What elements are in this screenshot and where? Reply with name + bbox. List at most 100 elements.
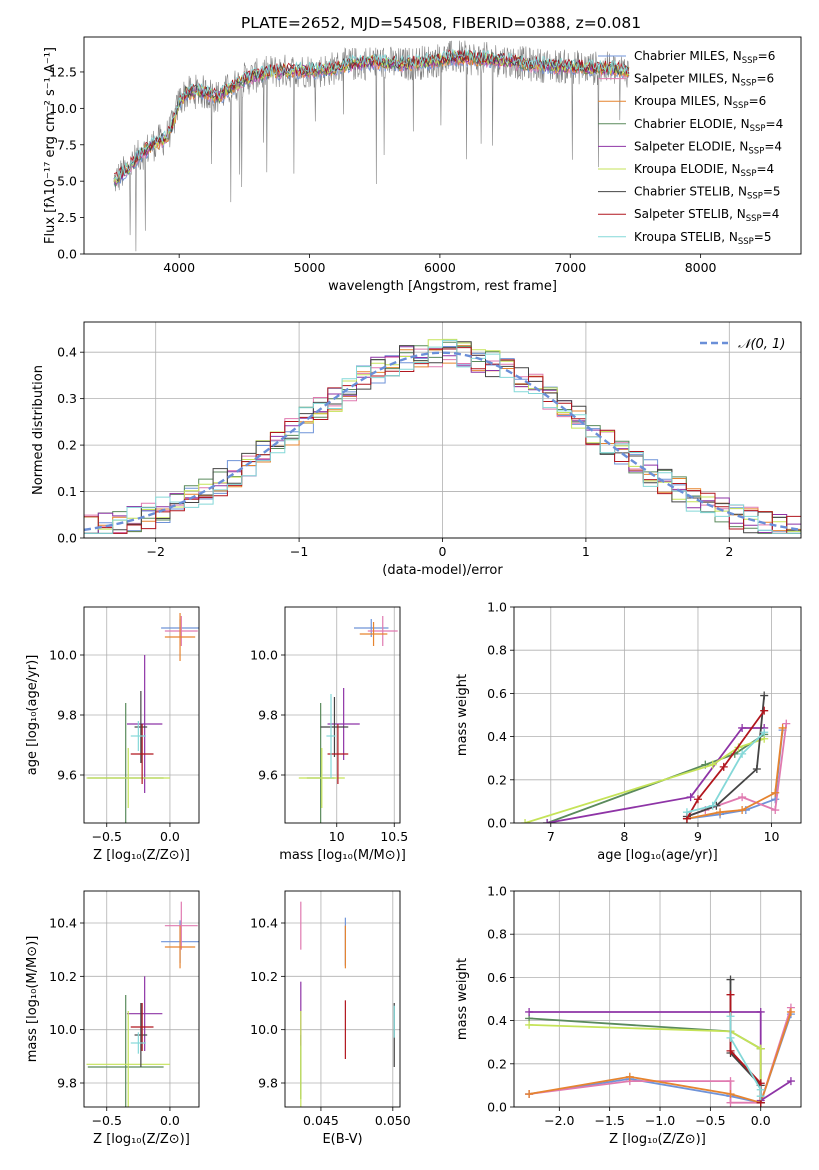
weight-marker (778, 723, 787, 732)
weight-series-kroupa-stelib (726, 1012, 765, 1101)
errorbar-kroupa-miles (164, 925, 196, 969)
y-tick-label: 7.5 (57, 137, 77, 152)
errorbar-salpeter-miles (164, 901, 198, 950)
y-axis-label: mass weight (455, 674, 470, 756)
y-axis-label: age [log₁₀(age/yr)] (25, 655, 40, 776)
x-tick-label: −2.0 (544, 1113, 574, 1128)
axes-frame (284, 890, 401, 1108)
x-tick-label: 2 (725, 544, 733, 559)
weight-marker (786, 1077, 795, 1086)
weight-marker (726, 1012, 735, 1021)
errorbar-salpeter-miles (367, 616, 398, 646)
figure-title: PLATE=2652, MJD=54508, FIBERID=0388, z=0… (241, 14, 641, 32)
errorbar-salpeter-elodie (126, 976, 163, 1051)
weight-marker (760, 691, 769, 700)
weight-marker (771, 788, 780, 797)
errorbar-chabrier-elodie (87, 995, 164, 1107)
y-tick-label: 0.4 (487, 729, 507, 744)
errorbar-salpeter-stelib (130, 1003, 154, 1051)
legend-entry: Kroupa ELODIE, NSSP=4 (634, 162, 774, 179)
axes-frame (513, 890, 802, 1108)
model-spectrum-chabrier-miles (113, 55, 630, 188)
weight-marker (756, 1044, 765, 1053)
y-tick-label: 0.2 (487, 772, 507, 787)
plot-area (113, 40, 630, 252)
x-tick-label: 0.045 (303, 1113, 339, 1128)
plot-area (86, 613, 199, 823)
weight-series-kroupa-stelib (682, 728, 769, 817)
legend-entry: Salpeter STELIB, NSSP=4 (634, 207, 779, 224)
weight-marker (525, 1020, 534, 1029)
x-axis-label: E(B-V) (322, 1132, 362, 1147)
weight-line (686, 727, 784, 820)
x-tick-label: 0.0 (160, 1113, 180, 1128)
model-spectrum-salpeter-stelib (113, 49, 630, 178)
weight-marker (738, 723, 747, 732)
y-tick-label: 10.0 (49, 1022, 77, 1037)
residual-hist-salpeter-stelib (84, 347, 801, 534)
y-tick-label: 1.0 (487, 600, 507, 615)
x-tick-label: −2 (146, 544, 164, 559)
y-tick-label: 0.0 (487, 1100, 507, 1115)
errorbar-salpeter-miles (164, 616, 198, 646)
weight-marker (738, 806, 747, 815)
y-tick-label: 0.6 (487, 970, 507, 985)
x-axis-label: (data-model)/error (382, 563, 503, 578)
legend-entry: Salpeter MILES, NSSP=6 (634, 72, 774, 89)
weight-marker (525, 1007, 534, 1016)
legend-entry: Kroupa MILES, NSSP=6 (634, 94, 766, 111)
errorbar-salpeter-stelib (130, 724, 154, 784)
axes-frame (83, 606, 200, 824)
legend-entry: Chabrier STELIB, NSSP=5 (634, 185, 781, 202)
errorbar-chabrier-stelib (134, 1003, 148, 1067)
x-tick-label: 9 (694, 829, 702, 844)
y-tick-label: 0.2 (487, 1056, 507, 1071)
plot-area (521, 691, 791, 823)
spectrum-legend: Chabrier MILES, NSSP=6 Salpeter MILES, NS… (598, 49, 783, 247)
x-tick-label: −0.5 (695, 1113, 725, 1128)
errorbar-salpeter-elodie (126, 655, 163, 793)
legend-entry: Chabrier MILES, NSSP=6 (634, 49, 775, 66)
x-axis-label: Z [log₁₀(Z/Z⊙)] (93, 848, 190, 863)
weight-marker (682, 808, 691, 817)
y-tick-label: 0.0 (57, 247, 77, 262)
weight-marker (625, 1072, 634, 1081)
weight-marker (752, 765, 761, 773)
y-axis-label: Flux [fλ10⁻¹⁷ erg cm⁻² s⁻¹ A⁻¹] (43, 47, 58, 244)
weight-marker (738, 749, 747, 758)
y-tick-label: 9.8 (258, 1076, 278, 1091)
x-tick-label: −0.5 (92, 1113, 122, 1128)
weight-marker (716, 808, 725, 817)
weight-line (729, 994, 762, 1103)
y-tick-label: 10.0 (250, 1022, 278, 1037)
weight-line (546, 733, 765, 823)
plot-area (86, 901, 199, 1107)
errorbar-kroupa-stelib (326, 694, 336, 778)
weight-marker (756, 1092, 765, 1101)
weight-marker (686, 793, 695, 802)
mass-vs-metallicity-panel: −0.5 0.0 9.8 10.0 10.2 10.4 Z [log₁₀(Z/Z⊙)] mas… (25, 890, 200, 1147)
y-tick-label: 10.4 (250, 916, 278, 931)
y-tick-label: 0.0 (57, 531, 77, 546)
x-tick-label: 6000 (424, 260, 456, 275)
y-tick-label: 9.6 (258, 768, 278, 783)
y-tick-label: 9.8 (57, 1076, 77, 1091)
x-tick-label: 4000 (163, 260, 195, 275)
observed-spectrum-line (113, 40, 629, 252)
weight-line (524, 737, 765, 823)
axes-frame (284, 606, 401, 824)
x-tick-label: 8 (620, 829, 628, 844)
x-tick-label: 0.0 (751, 1113, 771, 1128)
axes-frame (83, 321, 802, 539)
residual-legend: 𝒩(0, 1) (700, 337, 785, 352)
plot-area (84, 338, 801, 534)
x-tick-label: 0.0 (160, 829, 180, 844)
weight-marker (726, 975, 735, 984)
errorbar-kroupa-miles (359, 622, 388, 646)
weight-marker (719, 762, 728, 771)
weight-marker (786, 1007, 795, 1016)
x-tick-label: 0 (439, 544, 447, 559)
errorbar-kroupa-stelib (130, 1032, 146, 1054)
errorbar-kroupa-stelib (130, 721, 146, 751)
y-tick-label: 0.0 (487, 816, 507, 831)
